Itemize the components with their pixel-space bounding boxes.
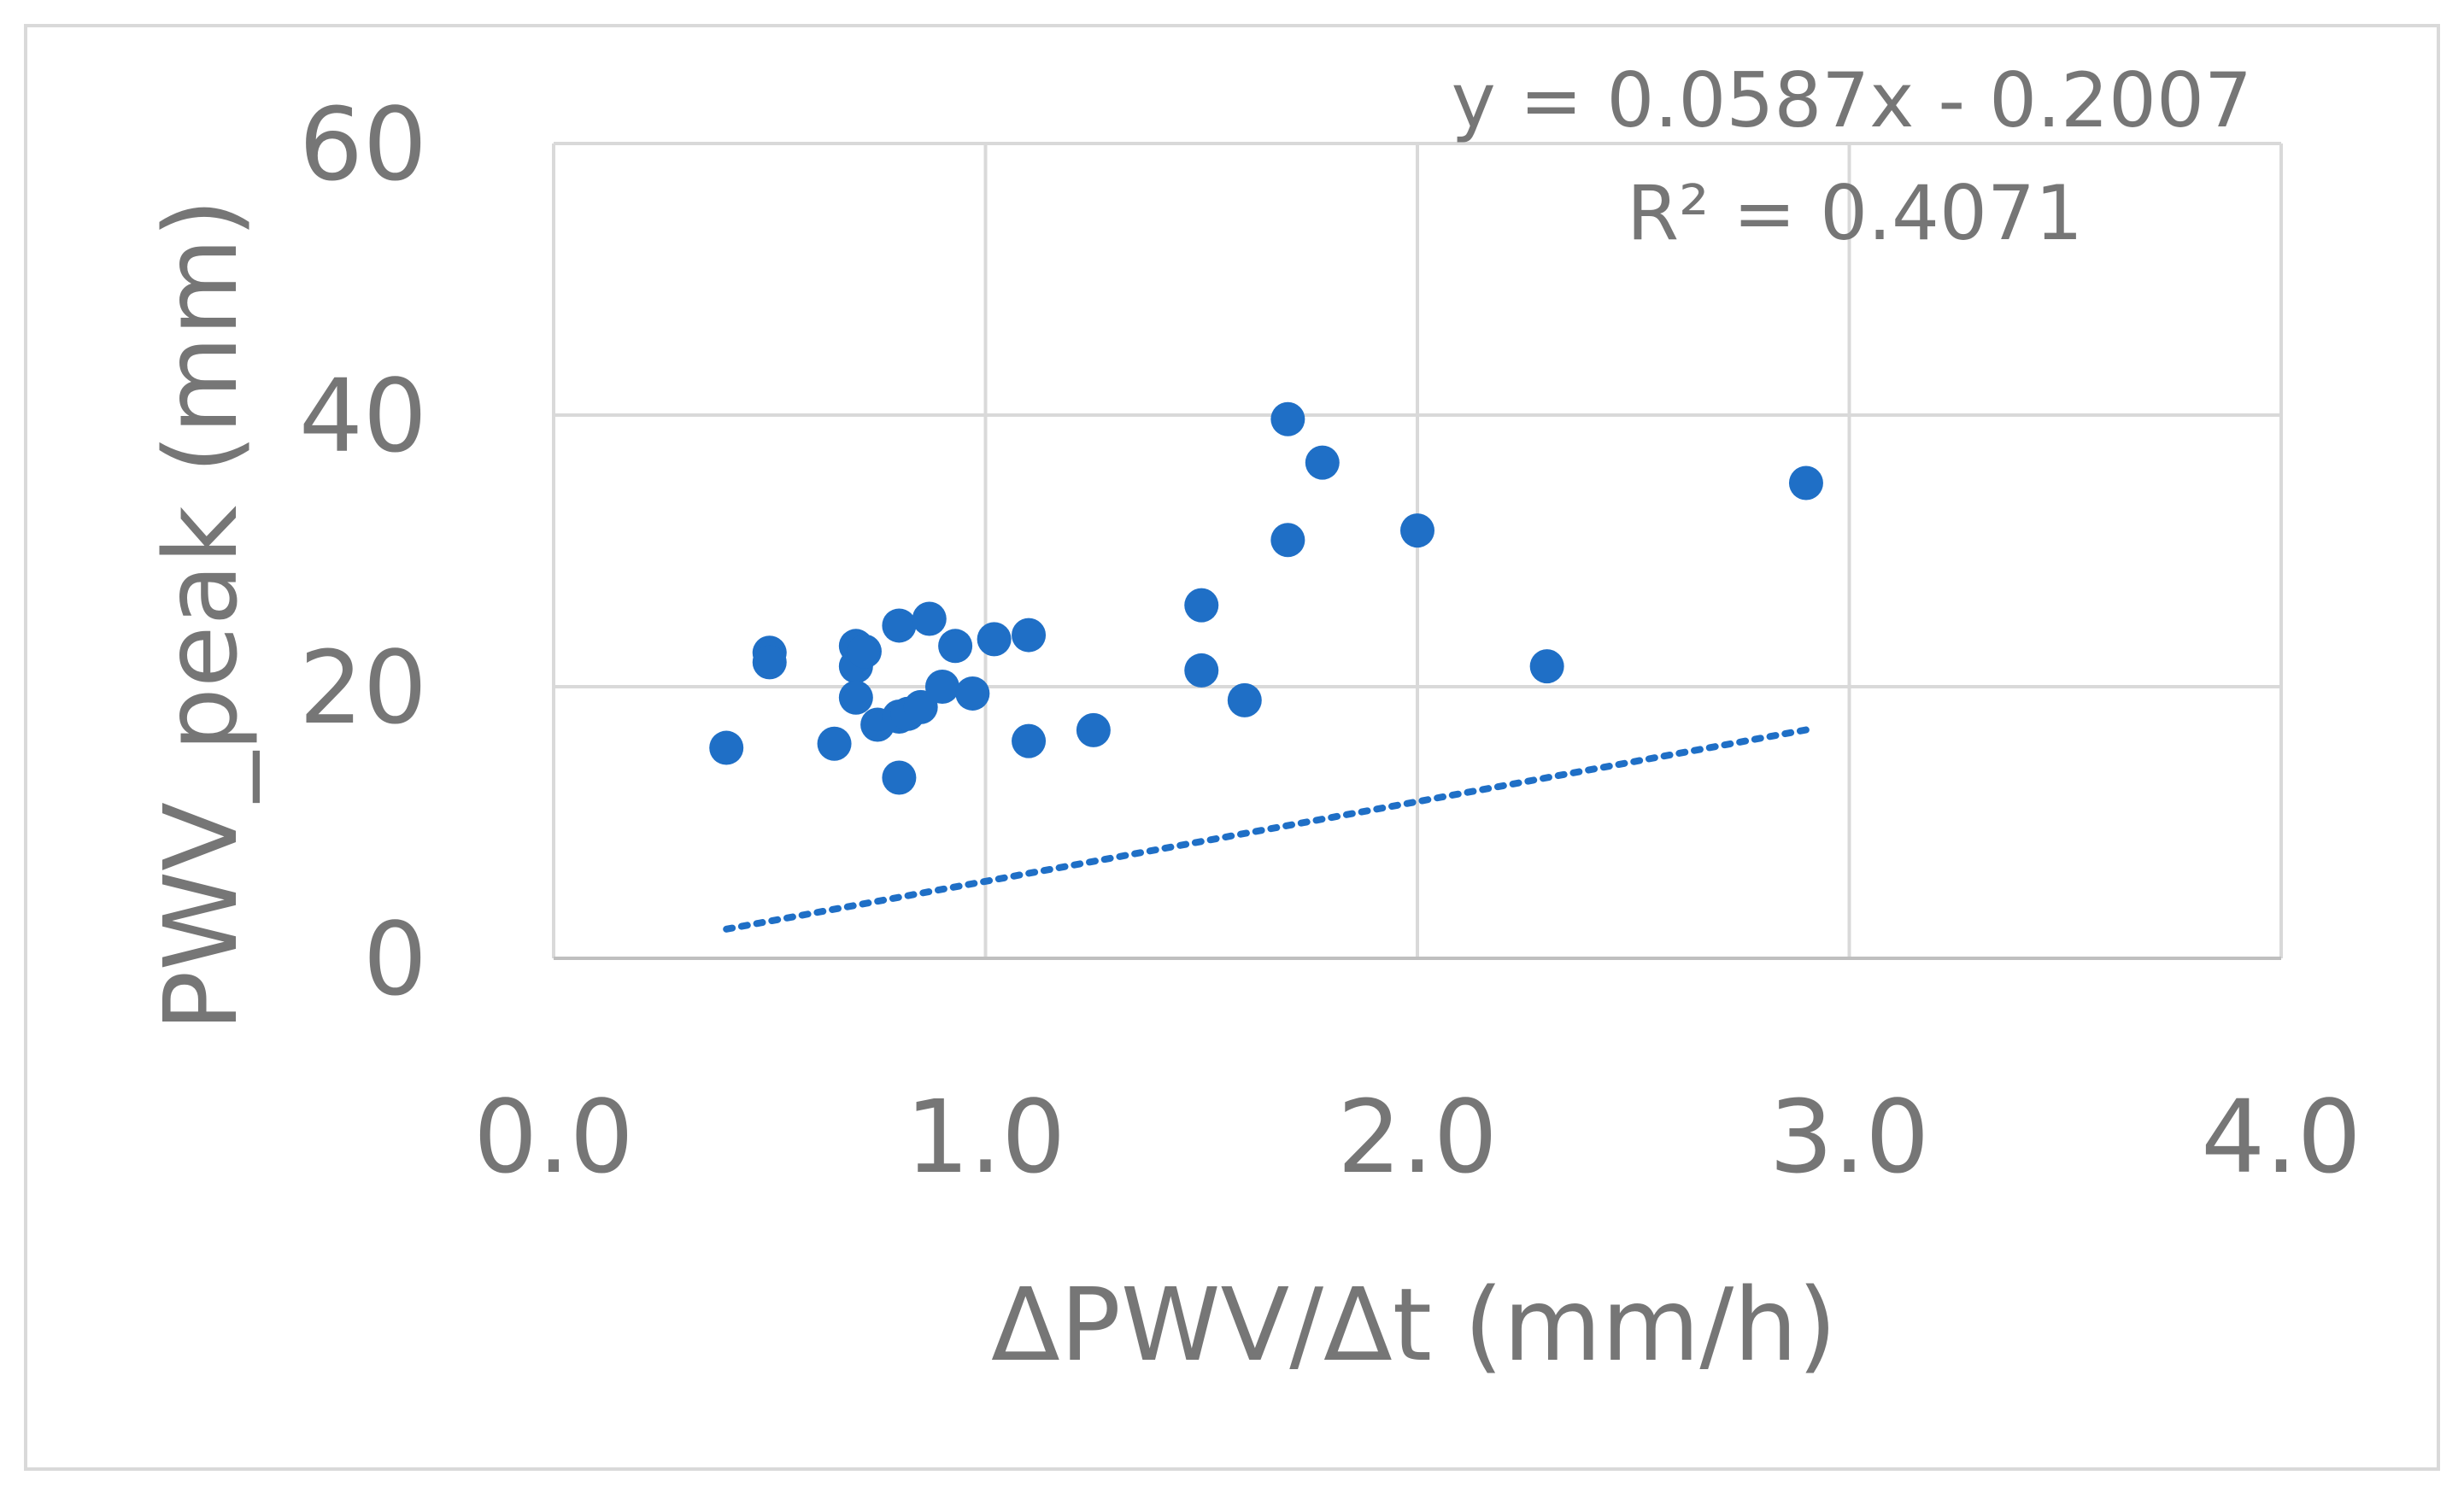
y-tick-label: 20 — [299, 629, 427, 746]
trendline-group — [723, 726, 1810, 933]
x-tick-label: 0.0 — [473, 1078, 634, 1196]
data-point — [938, 629, 973, 664]
axis-lines — [552, 143, 2281, 960]
data-point — [882, 760, 917, 795]
y-tick-labels: 0 20 40 60 — [299, 85, 427, 1018]
data-point — [1227, 682, 1262, 717]
y-tick-label: 40 — [299, 357, 427, 475]
x-tick-label: 3.0 — [1769, 1078, 1930, 1196]
gridlines — [554, 142, 2283, 958]
data-point — [847, 634, 882, 669]
data-point — [752, 645, 787, 680]
data-point — [817, 726, 852, 761]
data-point — [1529, 649, 1564, 684]
x-axis-title: ΔPWV/Δt (mm/h) — [991, 1266, 1837, 1384]
data-point — [924, 670, 959, 704]
data-point — [709, 730, 744, 765]
data-points — [709, 401, 1823, 795]
x-tick-label: 2.0 — [1337, 1078, 1498, 1196]
x-tick-labels: 0.0 1.0 2.0 3.0 4.0 — [473, 1078, 2361, 1196]
data-point — [1270, 401, 1305, 436]
trendline-equation: y = 0.0587x - 0.2007 — [1452, 56, 2252, 144]
data-point — [903, 689, 938, 724]
data-point — [1305, 445, 1340, 480]
r-squared-label: R² = 0.4071 — [1627, 169, 2083, 257]
data-point — [1788, 465, 1823, 501]
data-point — [912, 601, 947, 636]
data-point — [977, 622, 1012, 657]
x-tick-label: 4.0 — [2201, 1078, 2361, 1196]
data-point — [1012, 723, 1047, 758]
data-point — [1400, 513, 1434, 548]
data-point — [1012, 618, 1047, 653]
data-point — [1184, 653, 1219, 688]
y-axis-title: PWV_peak (mm) — [142, 198, 260, 1031]
data-point — [1184, 588, 1219, 623]
chart-border — [24, 24, 2440, 1471]
x-tick-label: 1.0 — [906, 1078, 1066, 1196]
data-point — [955, 676, 990, 711]
y-tick-label: 60 — [299, 85, 427, 203]
data-point — [1076, 712, 1111, 747]
y-tick-label: 0 — [363, 900, 427, 1018]
data-point — [882, 608, 917, 643]
data-point — [1270, 523, 1305, 558]
trendline — [723, 726, 1810, 933]
data-point — [838, 680, 873, 715]
